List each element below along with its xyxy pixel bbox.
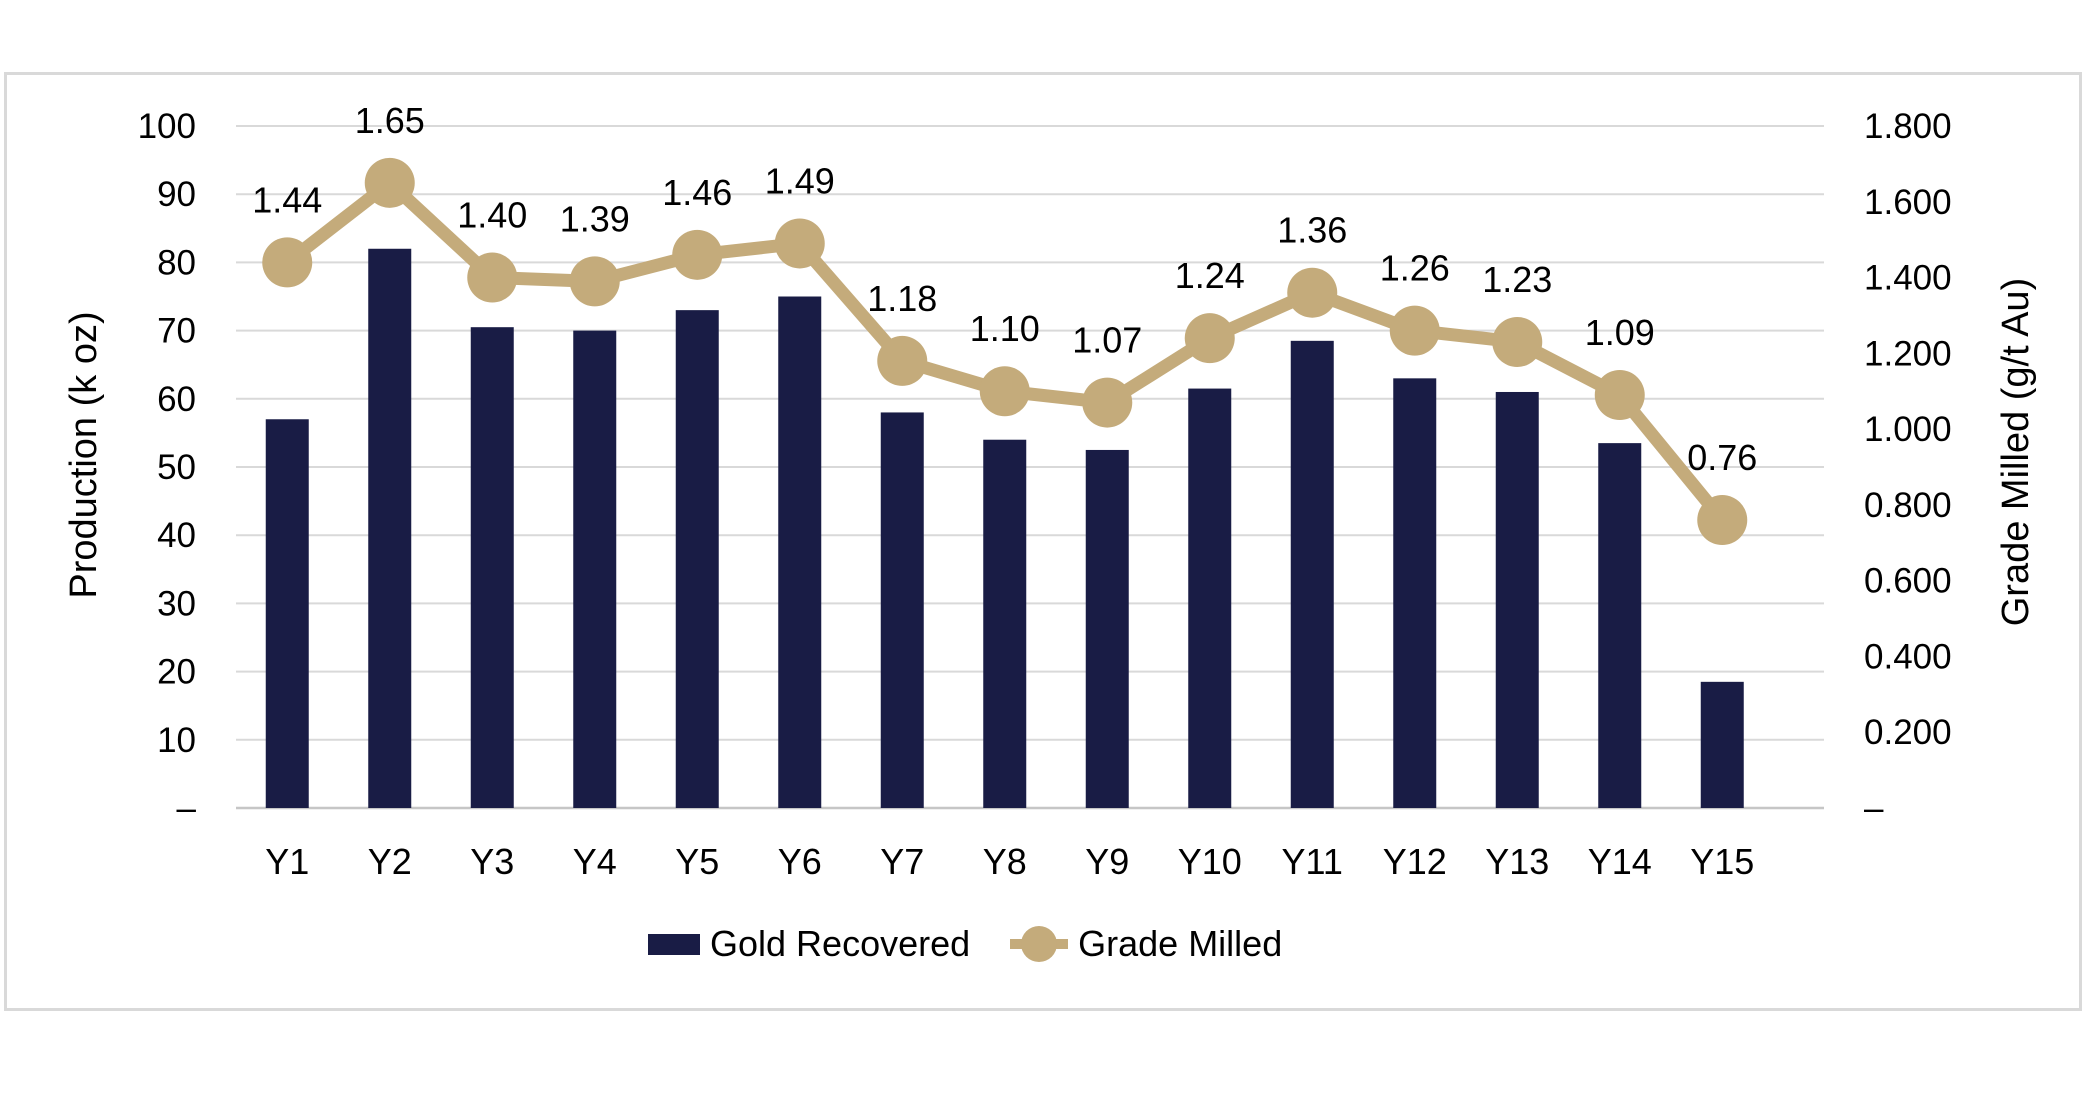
grade-data-label-Y9: 1.07 <box>1072 320 1142 361</box>
legend: Gold Recovered Grade Milled <box>648 922 1282 966</box>
grade-point-Y12 <box>1389 305 1440 356</box>
x-axis-label-Y12: Y12 <box>1383 841 1447 882</box>
grade-data-label-Y10: 1.24 <box>1175 255 1245 296</box>
right-axis-tick-label: 1.400 <box>1864 259 1952 298</box>
grade-data-label-Y14: 1.09 <box>1585 312 1655 353</box>
grade-data-label-Y11: 1.36 <box>1277 210 1347 251</box>
right-axis-title: Grade Milled (g/t Au) <box>1995 277 2037 627</box>
left-axis-tick-label: – <box>177 789 197 828</box>
legend-bar-swatch-icon <box>648 933 700 955</box>
left-axis-title: Production (k oz) <box>63 311 105 599</box>
grade-data-label-Y3: 1.40 <box>457 195 527 236</box>
grade-data-label-Y13: 1.23 <box>1482 259 1552 300</box>
grade-data-label-Y12: 1.26 <box>1380 248 1450 289</box>
bar-Y10 <box>1188 388 1232 808</box>
grade-data-label-Y5: 1.46 <box>662 172 732 213</box>
grade-point-Y3 <box>467 252 518 303</box>
right-axis-tick-label: 1.800 <box>1864 107 1952 146</box>
right-axis-tick-label: 0.400 <box>1864 637 1952 676</box>
legend-item-grade-milled: Grade Milled <box>1010 923 1282 965</box>
bar-Y12 <box>1393 378 1437 808</box>
left-axis-tick-label: 40 <box>157 516 196 555</box>
grade-point-Y14 <box>1594 370 1645 421</box>
grade-point-Y7 <box>877 335 928 386</box>
bar-Y9 <box>1085 449 1129 808</box>
left-axis-tick-label: 90 <box>157 175 196 214</box>
left-axis-tick-label: 50 <box>157 448 196 487</box>
chart-card <box>4 72 2082 1011</box>
x-axis-label-Y13: Y13 <box>1485 841 1549 882</box>
bar-Y13 <box>1495 391 1539 808</box>
grade-point-Y15 <box>1697 495 1748 546</box>
bar-Y15 <box>1700 681 1744 808</box>
right-axis-tick-label: 1.000 <box>1864 410 1952 449</box>
x-axis-label-Y9: Y9 <box>1085 841 1129 882</box>
bar-Y11 <box>1290 340 1334 808</box>
x-axis-label-Y7: Y7 <box>880 841 924 882</box>
right-axis-tick-label: 0.200 <box>1864 713 1952 752</box>
grade-point-Y4 <box>569 256 620 307</box>
grade-data-label-Y8: 1.10 <box>970 308 1040 349</box>
x-axis-label-Y14: Y14 <box>1588 841 1652 882</box>
right-axis-tick-label: 1.600 <box>1864 183 1952 222</box>
grade-point-Y11 <box>1287 267 1338 318</box>
left-axis-tick-label: 60 <box>157 380 196 419</box>
right-axis-tick-label: 0.600 <box>1864 562 1952 601</box>
bar-Y7 <box>880 412 924 808</box>
grade-point-Y9 <box>1082 377 1133 428</box>
x-axis-label-Y8: Y8 <box>983 841 1027 882</box>
legend-line-marker-icon <box>1010 926 1069 962</box>
right-axis-tick-label: – <box>1864 789 1884 828</box>
grade-point-Y13 <box>1492 316 1543 367</box>
bar-Y14 <box>1598 443 1642 808</box>
x-axis-label-Y1: Y1 <box>265 841 309 882</box>
x-axis-label-Y6: Y6 <box>778 841 822 882</box>
bar-Y2 <box>368 248 412 808</box>
grade-point-Y2 <box>364 157 415 208</box>
left-axis-tick-label: 30 <box>157 584 196 623</box>
left-axis-tick-label: 100 <box>138 107 196 146</box>
legend-label-gold-recovered: Gold Recovered <box>710 923 971 964</box>
x-axis-label-Y10: Y10 <box>1178 841 1242 882</box>
left-axis-tick-label: 70 <box>157 312 196 351</box>
grade-point-Y5 <box>672 229 723 280</box>
x-axis-label-Y5: Y5 <box>675 841 719 882</box>
bar-Y4 <box>573 330 617 808</box>
right-axis-tick-label: 0.800 <box>1864 486 1952 525</box>
left-axis-tick-label: 10 <box>157 721 196 760</box>
grade-point-Y1 <box>262 237 313 288</box>
bar-Y3 <box>470 327 514 808</box>
grade-data-label-Y7: 1.18 <box>867 278 937 319</box>
bar-Y6 <box>778 296 822 808</box>
bar-Y1 <box>265 419 309 808</box>
grade-data-label-Y2: 1.65 <box>355 100 425 141</box>
grade-point-Y8 <box>979 366 1030 417</box>
grade-data-label-Y15: 0.76 <box>1687 437 1757 478</box>
grade-point-Y6 <box>774 218 825 269</box>
grade-data-label-Y6: 1.49 <box>765 160 835 201</box>
right-axis-tick-label: 1.200 <box>1864 334 1952 373</box>
legend-item-gold-recovered: Gold Recovered <box>648 923 970 965</box>
bar-Y8 <box>983 439 1027 808</box>
legend-label-grade-milled: Grade Milled <box>1078 923 1283 964</box>
grade-data-label-Y1: 1.44 <box>252 179 322 220</box>
grade-data-label-Y4: 1.39 <box>560 198 630 239</box>
legend-circle-marker <box>1021 926 1058 962</box>
x-axis-label-Y11: Y11 <box>1282 841 1343 882</box>
x-axis-label-Y15: Y15 <box>1690 841 1754 882</box>
x-axis-label-Y3: Y3 <box>470 841 514 882</box>
grade-point-Y10 <box>1184 313 1235 364</box>
x-axis-label-Y2: Y2 <box>368 841 412 882</box>
bar-Y5 <box>675 310 719 808</box>
left-axis-tick-label: 20 <box>157 653 196 692</box>
x-axis-label-Y4: Y4 <box>573 841 617 882</box>
left-axis-tick-label: 80 <box>157 243 196 282</box>
